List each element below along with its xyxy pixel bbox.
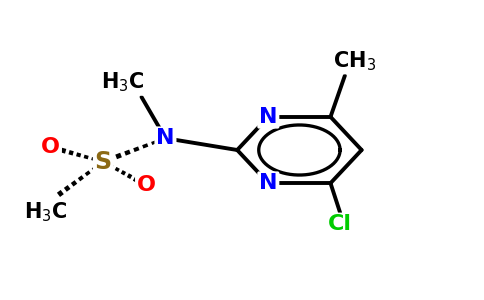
Text: S: S [95, 150, 112, 174]
Text: Cl: Cl [328, 214, 352, 234]
Text: N: N [259, 107, 277, 127]
Text: H$_3$C: H$_3$C [24, 200, 68, 224]
Text: N: N [259, 173, 277, 193]
Text: H$_3$C: H$_3$C [101, 70, 144, 94]
Text: O: O [41, 137, 60, 157]
Text: CH$_3$: CH$_3$ [333, 49, 376, 73]
Text: N: N [156, 128, 175, 148]
Text: O: O [137, 175, 156, 195]
